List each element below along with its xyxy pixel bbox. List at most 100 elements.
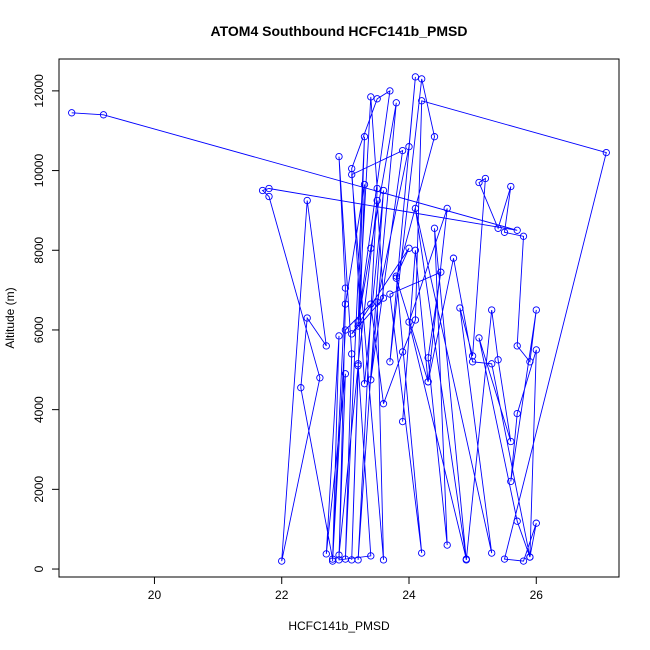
data-point [354,318,362,326]
data-point [513,226,521,234]
data-point [341,284,350,292]
data-point [405,244,413,252]
data-point [449,254,458,262]
data-point [418,549,426,557]
data-point [398,417,407,426]
y-tick-label: 2000 [32,476,46,503]
data-point [405,318,413,326]
data-point [424,378,432,386]
data-point [379,556,388,564]
data-point [513,517,521,525]
x-axis: 20 22 24 26 [148,576,544,602]
data-point [507,182,515,191]
data-point [507,437,515,446]
series-line [71,76,607,562]
data-point [68,109,76,117]
data-point [354,362,362,370]
data-point [335,551,343,559]
data-point [430,133,439,141]
x-tick-label: 26 [530,588,544,602]
data-point [335,556,343,564]
data-point [475,178,483,187]
x-tick-label: 24 [402,588,416,602]
data-point [322,550,330,558]
y-tick-label: 0 [32,565,46,572]
data-point [341,326,350,334]
y-tick-label: 12000 [32,74,46,108]
data-point [494,224,502,232]
data-point [405,143,413,151]
data-point [278,557,286,565]
x-tick-label: 22 [275,588,289,602]
data-point [341,370,350,378]
data-point [424,354,432,362]
data-point [379,186,388,195]
data-point [519,232,528,240]
data-point [602,148,610,157]
data-point [265,192,273,201]
data-point [507,477,515,486]
data-point [348,330,356,338]
data-point [500,555,509,563]
y-tick-label: 10000 [32,154,46,188]
data-point [411,204,420,213]
data-point [526,358,534,366]
y-axis-label: Altitude (m) [3,287,17,348]
data-point [348,350,356,358]
series-group [68,73,610,565]
data-point [468,352,477,360]
data-point [367,300,375,308]
data-point [392,272,400,280]
data-point [303,314,311,322]
data-point [430,224,439,232]
data-point [398,146,407,155]
y-tick-label: 4000 [32,396,46,423]
data-point [373,95,381,103]
data-point [468,358,477,366]
data-point [519,557,528,565]
data-point [258,186,267,195]
data-point [354,360,362,368]
data-point [456,304,464,312]
data-point [373,184,381,193]
data-point [367,93,375,101]
data-point [526,553,534,561]
data-point [335,152,343,161]
data-point [348,170,356,179]
data-point [462,556,470,564]
data-point [341,300,350,308]
data-point [386,290,394,298]
data-point [488,360,496,368]
data-point [373,298,381,306]
data-point [367,552,375,560]
data-point [443,541,451,549]
data-point [379,400,388,408]
data-point [392,274,400,282]
data-point [500,228,509,236]
data-point [488,306,496,314]
data-point [367,376,375,384]
data-point [379,294,388,302]
data-point [398,348,407,356]
data-point [513,342,521,350]
data-point [437,268,445,276]
y-axis: 0 2000 4000 6000 8000 10000 12000 [32,74,60,572]
data-point [418,75,426,83]
data-point [532,306,540,314]
data-point [99,111,108,119]
data-point [488,549,496,557]
data-point [411,246,420,254]
data-point [475,334,483,342]
data-point [443,204,451,213]
data-point [532,346,540,354]
data-point [532,519,540,527]
x-tick-label: 20 [148,588,162,602]
data-point [360,133,369,141]
data-point [303,196,311,205]
chart-title: ATOM4 Southbound HCFC141b_PMSD [211,23,468,39]
data-point [360,380,369,388]
y-tick-label: 6000 [32,316,46,343]
data-point [386,358,394,366]
